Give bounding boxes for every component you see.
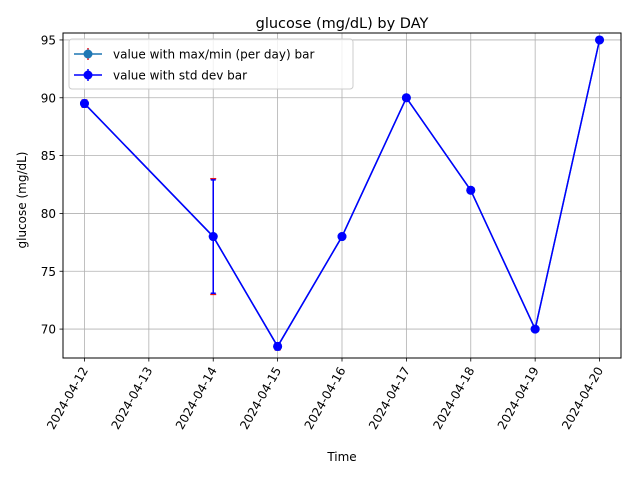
legend: value with max/min (per day) bar value wi… (68, 38, 354, 90)
y-tick-label: 75 (41, 265, 56, 279)
legend-stddev-label: value with std dev bar (113, 69, 247, 83)
legend-stddev-marker (83, 70, 93, 80)
stddev-series-point (273, 341, 283, 351)
y-axis-label: glucose (mg/dL) (15, 152, 29, 249)
stddev-series-point (401, 93, 411, 103)
y-tick-label: 80 (41, 207, 56, 221)
y-tick-label: 95 (41, 33, 56, 47)
x-axis-label: Time (326, 450, 356, 464)
y-tick-label: 90 (41, 91, 56, 105)
stddev-series-point (208, 232, 218, 242)
stddev-series-line (83, 39, 601, 348)
y-tick-label: 85 (41, 149, 56, 163)
legend-minmax-marker (83, 49, 93, 59)
stddev-series-point (466, 185, 476, 195)
legend-box (68, 38, 354, 90)
y-tick-label: 70 (41, 323, 56, 337)
legend-minmax-label: value with max/min (per day) bar (113, 48, 314, 62)
stddev-series-point (79, 99, 89, 109)
stddev-series-point (530, 324, 540, 334)
data-series (79, 35, 605, 351)
chart-title: glucose (mg/dL) by DAY (256, 16, 429, 32)
stddev-series-point (595, 35, 605, 45)
stddev-series-point (337, 232, 347, 242)
